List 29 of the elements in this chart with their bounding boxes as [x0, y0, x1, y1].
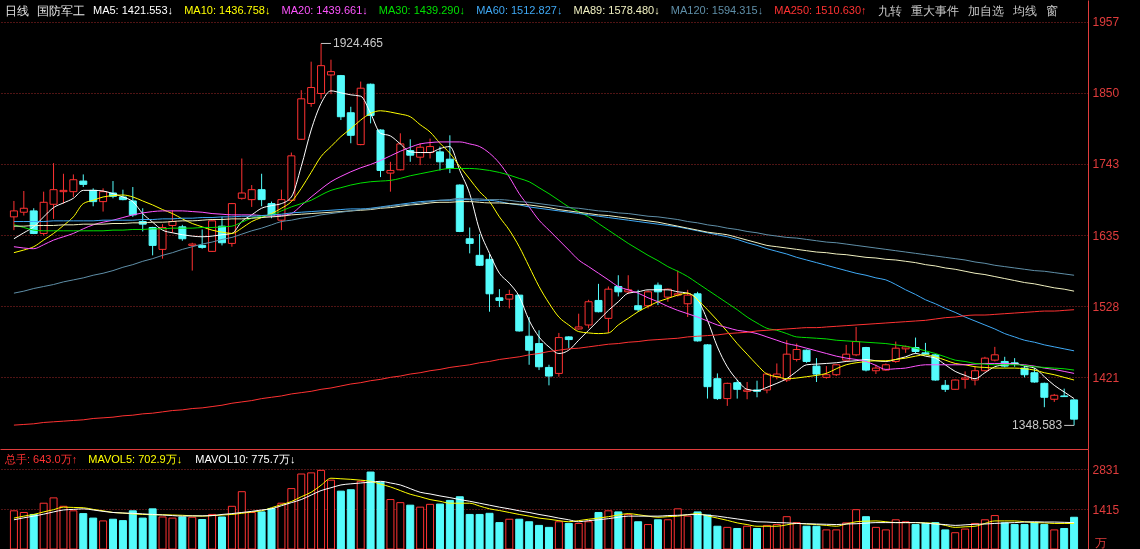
- text: MA120: 1594.315↓: [670, 4, 764, 16]
- text: MA30: 1439.290↓: [378, 4, 466, 16]
- y-tick-label: 1743: [1092, 157, 1120, 172]
- annotation: 九转: [877, 4, 902, 18]
- y-tick-label: 1421: [1092, 370, 1120, 385]
- annotation: 1348.583: [1012, 418, 1063, 433]
- y-tick-label: 1957: [1092, 15, 1120, 30]
- annotation: 1924.465: [332, 36, 384, 51]
- text: MAVOL10: 775.7万↓: [195, 453, 296, 465]
- y-tick-label: 1635: [1092, 228, 1120, 243]
- y-axis-title: 万: [1094, 535, 1107, 549]
- annotation: 窗: [1045, 4, 1058, 18]
- chart-title: 国防军工: [37, 4, 85, 18]
- y-tick-label: 1528: [1092, 299, 1120, 314]
- text: MA10: 1436.758↓: [184, 4, 271, 16]
- text: MA20: 1439.661↓: [281, 4, 368, 16]
- text: MA5: 1421.553↓: [93, 4, 174, 16]
- annotation: 均线: [1011, 4, 1037, 18]
- annotation: 加自选: [967, 4, 1004, 18]
- annotation: 重大事件: [910, 4, 959, 18]
- text: 总手: 643.0万↑: [4, 453, 78, 465]
- text: MA89: 1578.480↓: [573, 4, 660, 16]
- text: MA60: 1512.827↓: [476, 4, 563, 16]
- text: MAVOL5: 702.9万↓: [88, 453, 183, 465]
- y-tick-label: 2831: [1092, 462, 1120, 477]
- text: MA250: 1510.630↑: [774, 4, 867, 16]
- chart-subtitle: 日线: [5, 4, 29, 18]
- y-tick-label: 1850: [1092, 86, 1120, 101]
- y-tick-label: 1415: [1092, 502, 1120, 517]
